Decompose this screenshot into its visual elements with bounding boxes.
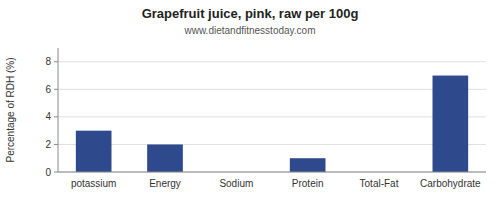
- subtitle: www.dietandfitnesstoday.com: [184, 25, 316, 36]
- y-tick: [54, 116, 58, 117]
- bar: [290, 158, 326, 172]
- bars: [76, 76, 468, 172]
- x-axis: [58, 172, 486, 173]
- x-tick-label: Energy: [149, 178, 181, 189]
- y-tick-label: 4: [45, 111, 51, 122]
- y-axis: [58, 48, 59, 172]
- y-tick: [54, 172, 58, 173]
- grid-line: [58, 116, 486, 117]
- y-tick: [54, 61, 58, 62]
- x-tick-label: Protein: [292, 178, 324, 189]
- y-tick: [54, 89, 58, 90]
- bar: [76, 131, 112, 172]
- grid-line: [58, 89, 486, 90]
- grid-line: [58, 172, 486, 173]
- y-tick-label: 2: [45, 139, 51, 150]
- x-tick-label: Sodium: [219, 178, 253, 189]
- bar: [147, 144, 183, 172]
- chart: Grapefruit juice, pink, raw per 100g www.…: [0, 0, 500, 200]
- chart-container: Grapefruit juice, pink, raw per 100g www.…: [0, 0, 500, 200]
- bar: [433, 76, 469, 172]
- grid-line: [58, 61, 486, 62]
- y-tick-label: 0: [45, 167, 51, 178]
- x-tick-label: potassium: [71, 178, 117, 189]
- y-axis-label: Percentage of RDH (%): [5, 57, 16, 162]
- x-tick-label: Carbohydrate: [420, 178, 481, 189]
- y-tick: [54, 144, 58, 145]
- y-tick-label: 8: [45, 56, 51, 67]
- grid-line: [58, 144, 486, 145]
- title: Grapefruit juice, pink, raw per 100g: [142, 6, 359, 21]
- y-tick-label: 6: [45, 84, 51, 95]
- x-tick-label: Total-Fat: [360, 178, 399, 189]
